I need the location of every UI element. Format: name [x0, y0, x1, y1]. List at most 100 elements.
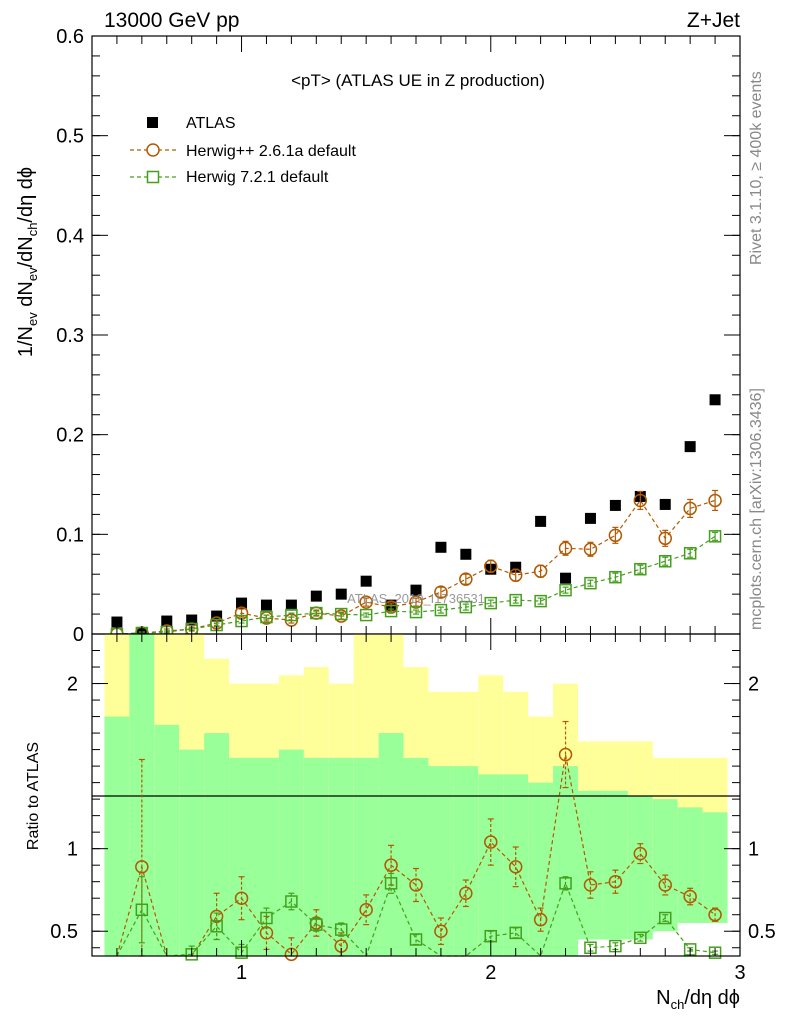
- legend-label-herwig7: Herwig 7.2.1 default: [186, 169, 329, 186]
- side-mcplots-text: mcplots.cern.ch [arXiv:1306.3436]: [748, 388, 765, 630]
- y-tick-label: 0.3: [56, 325, 84, 347]
- herwigpp-point: [583, 542, 598, 557]
- ratio-y-tick-label-left: 1: [67, 839, 78, 861]
- ratio-y-tick-label-right: 0.5: [748, 921, 776, 943]
- herwig7-point: [683, 547, 697, 560]
- ratio-herwigpp-point: [209, 909, 224, 924]
- ratio-herwigpp-point: [259, 926, 274, 940]
- herwig7-point: [260, 610, 273, 624]
- atlas-point: [211, 610, 223, 622]
- ratio-herwig7-point: [384, 877, 398, 890]
- ratio-y-tick-label-left: 2: [67, 674, 78, 696]
- atlas-point: [236, 597, 248, 609]
- atlas-point: [360, 575, 372, 587]
- plot-title: <pT> (ATLAS UE in Z production): [291, 71, 545, 90]
- herwig7-point: [534, 594, 547, 608]
- atlas-point: [535, 515, 547, 527]
- ratio-herwigpp-point: [359, 903, 373, 917]
- atlas-point: [111, 616, 123, 628]
- legend-marker-herwig7: [146, 170, 160, 184]
- ratio-herwig7-point: [260, 911, 273, 925]
- y-tick-label: 0.4: [56, 225, 84, 247]
- ratio-herwigpp-point: [234, 891, 249, 905]
- x-tick-label: 2: [485, 962, 496, 984]
- header-right: Z+Jet: [687, 9, 740, 32]
- atlas-point: [684, 441, 696, 453]
- ratio-herwig7-point: [210, 920, 223, 933]
- ratio-herwigpp-point: [459, 886, 473, 901]
- y-tick-label: 0.5: [56, 126, 84, 148]
- main-y-axis-label: 1/Nev dNev/dNch/dη dϕ: [15, 167, 40, 357]
- atlas-point: [335, 588, 347, 600]
- ratio-y-tick-label-left: 0.5: [50, 921, 78, 943]
- stat-uncertainty-band: [353, 757, 379, 956]
- ratio-herwigpp-point: [434, 924, 448, 938]
- legend-marker-herwigpp: [146, 143, 160, 157]
- ratio-herwig7-point: [285, 895, 298, 908]
- stat-uncertainty-band: [602, 790, 628, 940]
- ratio-herwigpp-point: [708, 907, 722, 922]
- herwig7-point: [584, 576, 597, 590]
- main-panel: 0 0.1 0.2 0.3 0.4 0.5 0.6 <pT> (ATLAS UE in Z …: [56, 26, 741, 646]
- atlas-point: [310, 590, 322, 602]
- stat-uncertainty-band: [378, 733, 404, 956]
- herwig7-point: [484, 596, 498, 610]
- legend-label-atlas: ATLAS: [186, 115, 236, 132]
- stat-uncertainty-band: [278, 749, 304, 956]
- atlas-point: [161, 615, 173, 627]
- ratio-panel: 0.5 0.5 1 1 2 2 1 2 3: [50, 633, 776, 984]
- herwig7-point: [384, 604, 398, 618]
- herwig7-point: [310, 606, 323, 620]
- legend-marker-atlas: [147, 117, 158, 128]
- atlas-point: [510, 561, 522, 573]
- ratio-herwigpp-point: [608, 874, 623, 889]
- stat-uncertainty-band: [154, 724, 180, 956]
- atlas-point: [186, 614, 198, 626]
- ratio-herwigpp-point: [484, 835, 498, 849]
- ratio-herwig7-point: [135, 903, 149, 917]
- herwig7-point: [285, 608, 298, 622]
- herwigpp-point: [633, 493, 648, 508]
- stat-uncertainty-band: [702, 812, 728, 923]
- side-rivet-text: Rivet 3.1.10, ≥ 400k events: [748, 71, 765, 265]
- herwigpp-point: [558, 541, 573, 556]
- herwig7-point: [609, 570, 622, 584]
- herwig7-point: [434, 603, 448, 617]
- ratio-herwig7-point: [658, 911, 672, 925]
- atlas-point: [659, 498, 671, 510]
- ratio-herwig7-point: [509, 926, 522, 940]
- herwigpp-point: [459, 572, 473, 586]
- atlas-point: [410, 584, 422, 596]
- legend-label-herwigpp: Herwig++ 2.6.1a default: [186, 143, 356, 160]
- y-tick-label: 0.2: [56, 425, 84, 447]
- y-tick-label: 0.6: [56, 26, 84, 48]
- x-tick-label: 3: [734, 962, 745, 984]
- ratio-herwigpp-point: [683, 889, 697, 904]
- ratio-herwigpp-point: [533, 912, 548, 927]
- herwigpp-point: [508, 568, 523, 582]
- ratio-herwig7-point: [708, 946, 722, 959]
- herwigpp-point: [484, 559, 498, 573]
- stat-uncertainty-band: [303, 757, 329, 956]
- herwig7-point: [334, 607, 348, 621]
- herwig7-point: [708, 530, 722, 543]
- stat-uncertainty-band: [403, 757, 429, 956]
- ratio-herwigpp-point: [384, 858, 398, 872]
- atlas-point: [435, 541, 447, 553]
- stat-uncertainty-band: [528, 782, 554, 956]
- stat-uncertainty-band: [503, 774, 529, 956]
- y-tick-label: 0: [73, 624, 84, 646]
- herwigpp-point: [533, 564, 548, 578]
- stat-uncertainty-band: [677, 807, 703, 923]
- ratio-herwig7-point: [409, 933, 423, 946]
- ratio-bands: [104, 634, 728, 956]
- stat-uncertainty-band: [553, 766, 578, 956]
- ratio-y-tick-label-right: 2: [748, 674, 759, 696]
- atlas-point: [609, 499, 621, 511]
- herwigpp-point: [658, 531, 672, 546]
- herwigpp-point: [434, 585, 448, 599]
- ratio-herwigpp-point: [583, 878, 598, 892]
- stat-uncertainty-band: [229, 757, 254, 956]
- herwig7-point: [509, 593, 522, 607]
- herwigpp-point: [608, 528, 623, 543]
